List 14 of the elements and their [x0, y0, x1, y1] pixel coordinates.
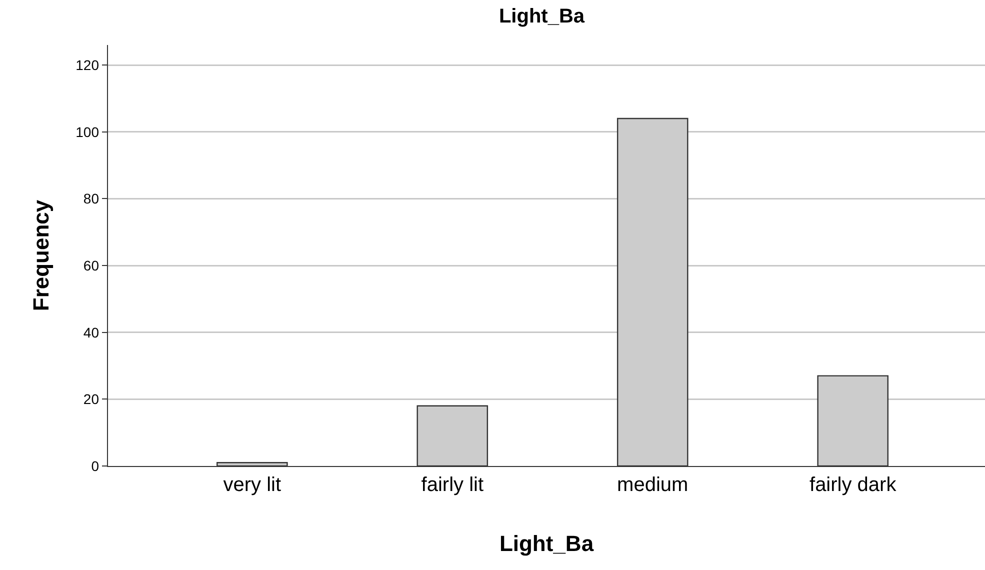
y-tick-label: 0 — [91, 458, 100, 474]
y-tick-label: 100 — [76, 124, 100, 140]
y-tick-label: 120 — [76, 56, 100, 73]
y-tick-label: 40 — [83, 324, 100, 340]
y-tick-label: 80 — [83, 190, 100, 207]
y-axis-title: Frequency — [28, 199, 54, 312]
x-tick-label: fairly dark — [810, 474, 898, 496]
x-axis-title: Light_Ba — [499, 531, 594, 556]
x-tick-label: fairly lit — [421, 474, 484, 496]
x-tick-label: very lit — [223, 474, 282, 496]
chart-title: Light_Ba — [498, 6, 586, 28]
y-tick-label: 60 — [83, 257, 100, 274]
x-tick-label: medium — [617, 474, 688, 496]
y-tick-label: 20 — [83, 391, 100, 408]
